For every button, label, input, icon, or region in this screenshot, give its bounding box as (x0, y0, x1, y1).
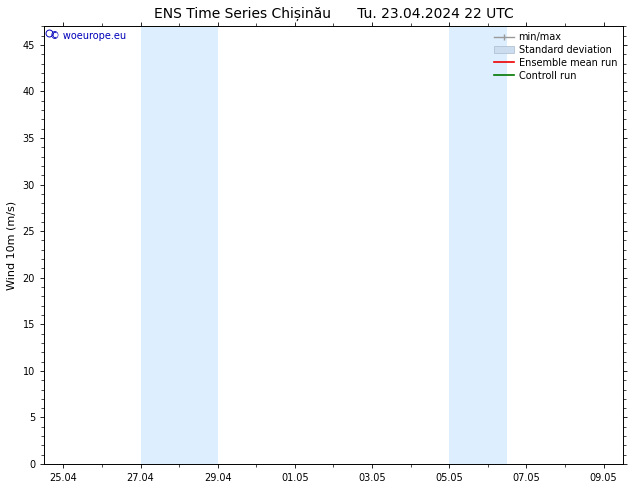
Bar (141, 26, 179, 464)
Y-axis label: Wind 10m (m/s): Wind 10m (m/s) (7, 200, 17, 290)
Title: ENS Time Series Chișinău      Tu. 23.04.2024 22 UTC: ENS Time Series Chișinău Tu. 23.04.2024 … (153, 7, 514, 21)
Bar (488, 26, 507, 464)
Bar (450, 26, 488, 464)
Bar (179, 26, 217, 464)
Text: © woeurope.eu: © woeurope.eu (50, 31, 126, 41)
Legend: min/max, Standard deviation, Ensemble mean run, Controll run: min/max, Standard deviation, Ensemble me… (491, 29, 620, 84)
